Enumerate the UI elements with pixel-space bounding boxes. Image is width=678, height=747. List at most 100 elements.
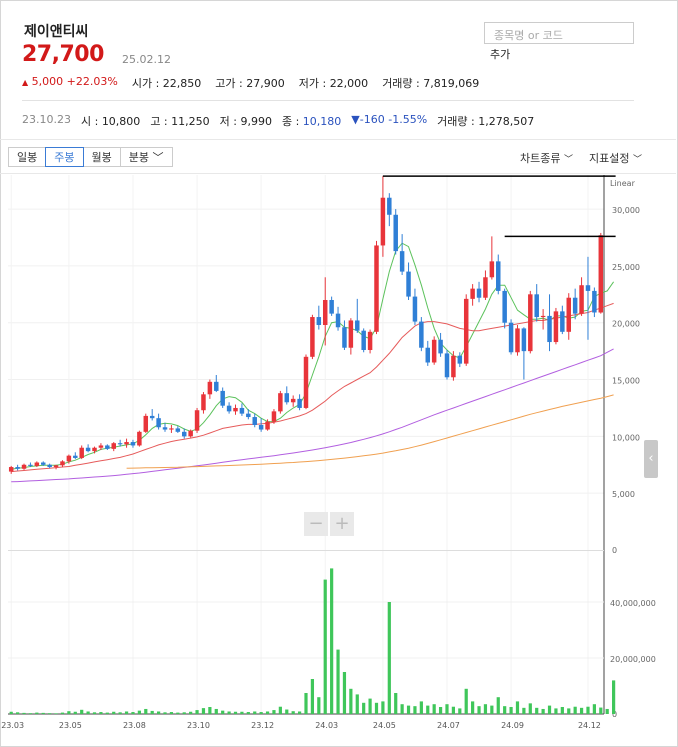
- candle-body: [239, 407, 245, 414]
- volume-bar: [131, 712, 135, 714]
- volume-bar: [381, 701, 385, 714]
- candle-body: [438, 339, 443, 354]
- volume-bar: [490, 705, 494, 714]
- volume-bar: [426, 705, 430, 714]
- add-button[interactable]: 추가: [490, 48, 511, 61]
- candle-body: [419, 321, 424, 348]
- candle-body: [201, 394, 206, 411]
- volume-bar: [259, 712, 263, 714]
- volume-bar: [400, 704, 404, 714]
- candle-body: [534, 294, 539, 318]
- x-tick-label: 24.03: [315, 721, 338, 730]
- price-chart[interactable]: 5,000 10,000 15,000 20,000 25,000 30,000 23.03…: [0, 175, 676, 745]
- volume-bar: [535, 707, 539, 714]
- candle-body: [367, 331, 373, 350]
- candle-body: [399, 251, 405, 272]
- price-tick-label: 30,000: [612, 206, 640, 215]
- candle-body: [348, 320, 354, 348]
- price-tick-label: 5,000: [612, 490, 635, 499]
- ma-line-ma60: [11, 348, 614, 483]
- candle-body: [214, 381, 219, 391]
- volume-bar: [73, 711, 77, 714]
- candle-body: [53, 465, 59, 468]
- candle-body: [98, 445, 104, 448]
- tab-weekly[interactable]: 주봉: [45, 147, 84, 167]
- volume-bar: [137, 710, 141, 714]
- volume-bar: [349, 688, 353, 714]
- candle-body: [15, 467, 20, 469]
- x-tick-label: 23.12: [251, 721, 274, 730]
- candle-body: [143, 415, 149, 432]
- volume-bar: [253, 711, 257, 714]
- candle-body: [60, 461, 65, 466]
- volume-bar: [150, 710, 154, 714]
- volume-bar: [48, 713, 52, 714]
- indicator-settings-menu[interactable]: 지표설정 ﹀: [589, 152, 642, 165]
- volume-bar: [445, 704, 449, 714]
- volume-bar: [169, 712, 174, 714]
- volume-bar: [9, 711, 13, 714]
- candle-body: [21, 464, 27, 469]
- stock-name: 제이앤티씨: [24, 24, 89, 40]
- candle-body: [515, 328, 520, 353]
- hover-open: 시 : 10,800: [80, 115, 141, 128]
- candle-body: [380, 197, 386, 246]
- volume-bar: [560, 707, 564, 714]
- volume-bar: [605, 708, 609, 714]
- volume-bar: [233, 711, 238, 714]
- candle-body: [496, 261, 501, 291]
- volume-tick-label: 20,000,000: [610, 655, 656, 664]
- candle-body: [284, 393, 290, 403]
- volume-bar: [176, 712, 180, 714]
- candle-body: [156, 418, 161, 428]
- tab-minute[interactable]: 분봉 ﹀: [119, 147, 173, 167]
- volume-bar: [458, 708, 462, 714]
- candle-body: [233, 407, 238, 412]
- candle-body: [181, 431, 187, 437]
- panel-toggle-handle[interactable]: ‹: [644, 440, 658, 478]
- candle-body: [278, 393, 283, 412]
- volume-bar: [541, 708, 545, 714]
- volume-bar: [240, 711, 244, 714]
- zoom-in-button[interactable]: +: [330, 512, 354, 536]
- candle-body: [137, 431, 142, 446]
- zoom-controls: − +: [304, 512, 354, 536]
- volume-bar: [227, 711, 231, 714]
- volume-bar: [355, 694, 359, 714]
- candle-body: [310, 317, 315, 357]
- volume-bar: [432, 704, 436, 714]
- candle-body: [342, 327, 347, 348]
- volume-bar: [16, 712, 20, 714]
- candle-body: [592, 290, 597, 313]
- zoom-out-button[interactable]: −: [304, 512, 328, 536]
- change-info: ▲ 5,000 +22.03%: [22, 75, 118, 91]
- divider: [0, 139, 676, 140]
- volume-bar: [317, 697, 321, 714]
- volume-bar: [374, 702, 379, 714]
- volume-bar: [387, 602, 391, 714]
- candle-body: [226, 405, 232, 412]
- tab-monthly[interactable]: 월봉: [82, 147, 121, 167]
- up-arrow-icon: ▲: [22, 78, 29, 87]
- candle-body: [444, 353, 450, 378]
- volume-bar: [22, 712, 26, 714]
- search-input[interactable]: 종목명 or 코드: [484, 22, 634, 44]
- candle-body: [169, 428, 174, 430]
- chevron-down-icon: ﹀: [563, 155, 573, 165]
- ma-line-ma120: [126, 394, 614, 469]
- volume-bar: [92, 712, 97, 714]
- volume-bar: [554, 708, 558, 714]
- candle-body: [451, 355, 456, 378]
- candle-body: [252, 417, 257, 425]
- candle-body: [130, 442, 136, 446]
- tab-daily[interactable]: 일봉: [8, 147, 47, 167]
- x-tick-label: 23.05: [59, 721, 82, 730]
- volume-bar: [612, 680, 616, 714]
- volume-bar: [182, 712, 186, 714]
- x-tick-label: 24.12: [578, 721, 601, 730]
- chart-type-menu[interactable]: 차트종류 ﹀: [520, 152, 573, 165]
- candle-body: [258, 425, 264, 430]
- candle-body: [572, 297, 578, 314]
- volume-bar: [336, 649, 340, 714]
- candle-body: [463, 298, 469, 364]
